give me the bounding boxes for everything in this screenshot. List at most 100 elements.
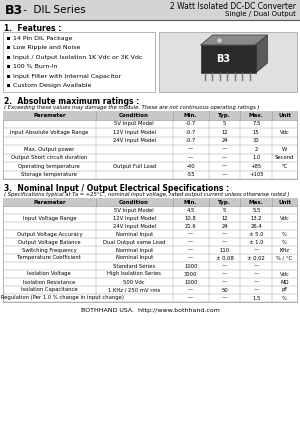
Bar: [7, 74, 10, 77]
Text: Unit: Unit: [278, 199, 291, 204]
Text: —: —: [222, 272, 227, 277]
Text: Max. Output power: Max. Output power: [24, 147, 74, 152]
Text: Custom Design Available: Custom Design Available: [13, 83, 92, 88]
Text: 30: 30: [253, 138, 260, 143]
Text: 5V Input Model: 5V Input Model: [114, 207, 154, 212]
Text: 4.5: 4.5: [187, 207, 195, 212]
Text: Temperature Coefficient: Temperature Coefficient: [17, 255, 81, 261]
Text: 2 Watt Isolated DC-DC Converter: 2 Watt Isolated DC-DC Converter: [170, 2, 296, 11]
Text: 13.2: 13.2: [250, 215, 262, 221]
Text: %: %: [282, 295, 287, 300]
Bar: [3, 111, 297, 119]
Text: Max.: Max.: [249, 199, 264, 204]
Text: Output Voltage Accuracy: Output Voltage Accuracy: [16, 232, 82, 236]
Bar: [3, 111, 297, 179]
Text: —: —: [188, 295, 193, 300]
Text: Standard Series: Standard Series: [113, 264, 155, 269]
Text: —: —: [188, 155, 193, 160]
Bar: [3, 198, 297, 302]
Text: -55: -55: [186, 172, 195, 177]
Text: Parameter: Parameter: [33, 113, 66, 118]
Text: %: %: [282, 240, 287, 244]
Text: —: —: [222, 232, 227, 236]
Text: 12V Input Model: 12V Input Model: [112, 215, 156, 221]
Text: Switching Frequency: Switching Frequency: [22, 247, 77, 252]
Text: 24V Input Model: 24V Input Model: [112, 224, 156, 229]
Text: —: —: [254, 272, 259, 277]
Text: Input Voltage Range: Input Voltage Range: [22, 215, 76, 221]
Bar: [7, 37, 10, 40]
Text: —: —: [188, 232, 193, 236]
Text: 12V Input Model: 12V Input Model: [112, 130, 156, 135]
Text: —: —: [222, 172, 227, 177]
Text: -0.7: -0.7: [186, 130, 196, 135]
Text: 1000: 1000: [184, 264, 197, 269]
Text: -  DIL Series: - DIL Series: [20, 5, 86, 15]
Text: Dual Output same Load: Dual Output same Load: [103, 240, 165, 244]
Text: 110: 110: [220, 247, 230, 252]
Text: Nominal Input: Nominal Input: [116, 247, 153, 252]
Text: 2.  Absolute maximum ratings :: 2. Absolute maximum ratings :: [4, 97, 139, 106]
Bar: [3, 198, 297, 206]
Text: Typ.: Typ.: [218, 113, 231, 118]
Bar: [7, 56, 10, 59]
Text: 26.4: 26.4: [250, 224, 262, 229]
Text: —: —: [222, 147, 227, 152]
Text: Single / Dual Output: Single / Dual Output: [225, 11, 296, 17]
Text: Isolation Resistance: Isolation Resistance: [23, 280, 76, 284]
Text: Max. Line Regulation (Per 1.0 % change in input change): Max. Line Regulation (Per 1.0 % change i…: [0, 295, 124, 300]
Bar: [0, 0, 300, 20]
Text: ( Exceeding these values may damage the module. These are not continuous operati: ( Exceeding these values may damage the …: [4, 105, 260, 110]
Text: Nominal Input: Nominal Input: [116, 255, 153, 261]
Text: Condition: Condition: [119, 199, 149, 204]
Bar: [7, 46, 10, 49]
Text: 1.5: 1.5: [252, 295, 260, 300]
Text: 12: 12: [221, 130, 228, 135]
Text: —: —: [188, 147, 193, 152]
Text: —: —: [188, 255, 193, 261]
Text: BOTHHAND USA.  http://www.bothhand.com: BOTHHAND USA. http://www.bothhand.com: [81, 308, 219, 313]
Bar: [7, 84, 10, 87]
Bar: [159, 32, 297, 92]
Text: 3.  Nominal Input / Output Electrical Specifications :: 3. Nominal Input / Output Electrical Spe…: [4, 184, 229, 193]
Text: —: —: [254, 280, 259, 284]
Polygon shape: [200, 45, 256, 73]
Text: Vdc: Vdc: [280, 215, 290, 221]
Text: —: —: [222, 295, 227, 300]
Text: MΩ: MΩ: [280, 280, 289, 284]
Text: —: —: [222, 164, 227, 169]
Text: —: —: [254, 287, 259, 292]
Text: —: —: [222, 240, 227, 244]
Text: 100 % Burn-In: 100 % Burn-In: [13, 64, 58, 69]
Text: Typ.: Typ.: [218, 199, 231, 204]
Text: 24: 24: [221, 224, 228, 229]
Text: 5V Input Model: 5V Input Model: [114, 121, 154, 126]
Text: ± 1.0: ± 1.0: [249, 240, 263, 244]
Text: Nominal Input: Nominal Input: [116, 232, 153, 236]
Text: Output Full Load: Output Full Load: [112, 164, 156, 169]
Text: Vdc: Vdc: [280, 272, 290, 277]
Text: Min.: Min.: [184, 199, 197, 204]
Text: —: —: [222, 280, 227, 284]
Text: 21.6: 21.6: [185, 224, 197, 229]
Text: 500 Vdc: 500 Vdc: [123, 280, 145, 284]
Text: KHz: KHz: [280, 247, 290, 252]
Text: Isolation Capacitance: Isolation Capacitance: [21, 287, 78, 292]
Bar: [7, 65, 10, 68]
Text: pF: pF: [281, 287, 288, 292]
Text: Isolation Voltage: Isolation Voltage: [28, 272, 71, 277]
Text: Operating temperature: Operating temperature: [19, 164, 80, 169]
Text: %: %: [282, 232, 287, 236]
Text: 1.  Features :: 1. Features :: [4, 24, 61, 33]
Text: -40: -40: [186, 164, 195, 169]
Bar: [3, 32, 155, 92]
Text: 5.5: 5.5: [252, 207, 260, 212]
Text: 50: 50: [221, 287, 228, 292]
Text: 15: 15: [253, 130, 260, 135]
Text: Input Filter with Internal Capacitor: Input Filter with Internal Capacitor: [13, 74, 121, 79]
Text: —: —: [188, 287, 193, 292]
Text: Second: Second: [275, 155, 294, 160]
Text: —: —: [188, 247, 193, 252]
Text: 12: 12: [221, 215, 228, 221]
Text: Output Short circuit duration: Output Short circuit duration: [11, 155, 88, 160]
